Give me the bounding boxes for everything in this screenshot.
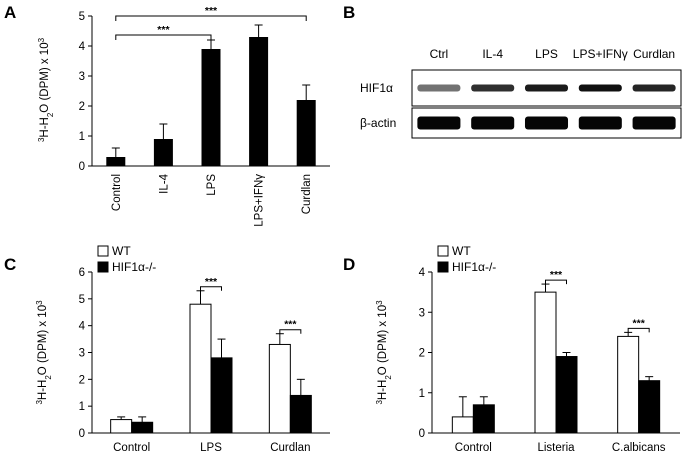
b-band xyxy=(632,116,676,130)
a-y-tick-label: 3 xyxy=(79,71,85,83)
y-axis-title: 3H-H2O (DPM) x 103 xyxy=(35,300,53,405)
b-lane-label: LPS xyxy=(535,47,558,61)
d-bar-ko xyxy=(555,356,578,434)
b-band xyxy=(578,116,622,130)
a-y-tick-label: 0 xyxy=(79,161,85,173)
b-band xyxy=(471,84,515,92)
d-legend-swatch xyxy=(437,245,449,257)
c-legend-swatch xyxy=(97,261,109,273)
d-bar-wt xyxy=(617,335,640,434)
a-category-label: IL-4 xyxy=(158,173,170,193)
a-bar xyxy=(201,49,221,166)
a-category-label: Control xyxy=(111,174,123,211)
b-band xyxy=(524,116,569,130)
a-bar xyxy=(106,157,126,166)
d-legend-swatch xyxy=(437,261,449,273)
c-y-tick-label: 1 xyxy=(79,401,85,413)
b-band xyxy=(417,116,461,130)
d-significance-label: *** xyxy=(633,317,646,329)
y-axis-title: 3H-H2O (DPM) x 103 xyxy=(37,37,55,142)
b-lane-label: IL-4 xyxy=(482,47,503,61)
d-category-label: C.albicans xyxy=(612,442,666,454)
d-bar-wt xyxy=(534,291,557,434)
b-row-label: HIF1α xyxy=(360,81,393,95)
c-bar-wt xyxy=(189,303,212,434)
c-y-tick-label: 4 xyxy=(79,321,86,333)
c-y-tick-label: 0 xyxy=(79,428,85,440)
b-band xyxy=(471,116,515,130)
a-category-label: LPS+IFNγ xyxy=(254,174,266,227)
panel-letter-b: B xyxy=(343,3,355,22)
panel-letter-a: A xyxy=(4,3,16,22)
c-category-label: Curdlan xyxy=(270,442,310,454)
d-y-tick-label: 0 xyxy=(419,428,425,440)
c-significance-bracket xyxy=(200,286,222,291)
b-lane-label: LPS+IFNγ xyxy=(573,47,628,61)
panel-c-chart: 0 1 2 3 4 5 6 3H-H2O (DPM) x 103 Control LPS *** Cu… xyxy=(35,244,330,454)
d-legend-label: WT xyxy=(452,244,471,258)
c-category-label: LPS xyxy=(200,442,222,454)
d-category-label: Listeria xyxy=(537,442,575,454)
panel-letter-d: D xyxy=(343,255,355,274)
c-significance-label: *** xyxy=(284,319,297,331)
c-bar-ko xyxy=(131,421,154,434)
c-y-tick-label: 2 xyxy=(79,374,85,386)
c-bar-ko xyxy=(210,357,233,434)
a-y-tick-label: 5 xyxy=(79,11,85,23)
b-band xyxy=(417,84,461,92)
d-y-tick-label: 4 xyxy=(419,267,426,279)
a-significance-bracket xyxy=(115,34,212,40)
a-significance-label: *** xyxy=(157,24,170,36)
panel-d-chart: 0 1 2 3 4 3H-H2O (DPM) x 103 Control Listeria **… xyxy=(375,244,680,454)
b-band xyxy=(632,84,676,92)
d-bar-ko xyxy=(472,404,495,434)
d-bar-wt xyxy=(451,416,474,434)
a-bar xyxy=(249,37,269,166)
c-legend-swatch xyxy=(97,245,109,257)
b-lane-label: Curdlan xyxy=(633,47,675,61)
a-bar xyxy=(153,139,173,166)
d-y-tick-label: 2 xyxy=(419,348,425,360)
a-significance-bracket xyxy=(115,15,307,21)
c-significance-bracket xyxy=(279,329,302,334)
b-lane-label: Ctrl xyxy=(430,47,449,61)
d-category-label: Control xyxy=(455,442,492,454)
b-row-label: β-actin xyxy=(360,116,396,130)
d-bar-ko xyxy=(638,380,661,434)
a-y-tick-label: 1 xyxy=(79,131,85,143)
panel-letter-c: C xyxy=(4,255,16,274)
a-bar xyxy=(296,100,316,166)
c-y-tick-label: 3 xyxy=(79,348,85,360)
d-significance-bracket xyxy=(545,279,567,285)
d-significance-bracket xyxy=(627,327,650,333)
c-legend-label: HIF1α-/- xyxy=(112,260,156,274)
a-y-tick-label: 4 xyxy=(79,41,86,53)
c-bar-wt xyxy=(110,419,133,434)
c-category-label: Control xyxy=(113,442,150,454)
b-band xyxy=(578,84,622,92)
d-significance-label: *** xyxy=(550,269,563,281)
panel-b-western-blot: Ctrl IL-4 LPS LPS+IFNγ Curdlan HIF1α β-actin xyxy=(360,47,682,139)
d-legend-label: HIF1α-/- xyxy=(452,260,496,274)
panel-a-chart: 0 1 2 3 4 5 3H-H2O (DPM) x 103 Control IL-4 LPS LP… xyxy=(37,5,330,227)
a-y-tick-label: 2 xyxy=(79,101,85,113)
c-y-tick-label: 5 xyxy=(79,294,85,306)
c-bar-ko xyxy=(289,394,312,434)
b-band xyxy=(524,84,569,92)
c-bar-wt xyxy=(268,343,291,434)
c-legend-label: WT xyxy=(112,244,131,258)
d-y-tick-label: 1 xyxy=(419,388,425,400)
d-y-tick-label: 3 xyxy=(419,307,425,319)
y-axis-title: 3H-H2O (DPM) x 103 xyxy=(375,300,393,405)
c-significance-label: *** xyxy=(205,276,218,288)
c-y-tick-label: 6 xyxy=(79,267,85,279)
a-significance-label: *** xyxy=(205,5,218,17)
a-category-label: Curdlan xyxy=(301,174,313,214)
a-category-label: LPS xyxy=(206,174,218,196)
